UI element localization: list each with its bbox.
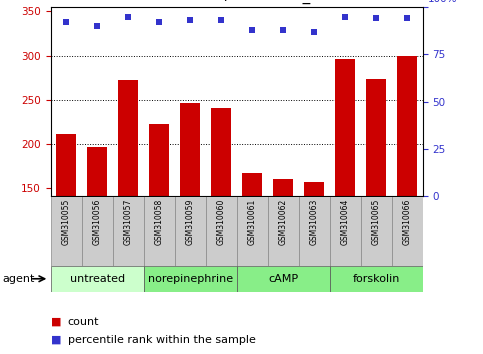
Text: GSM310064: GSM310064	[341, 199, 350, 245]
Text: agent: agent	[2, 274, 35, 284]
Bar	[237, 196, 268, 266]
Bar	[366, 79, 386, 196]
Text: GSM310057: GSM310057	[124, 199, 133, 245]
Bar	[113, 196, 144, 266]
Bar	[397, 56, 417, 196]
Text: GSM310058: GSM310058	[155, 199, 164, 245]
Bar	[329, 266, 423, 292]
Point	[279, 27, 287, 33]
Point	[217, 17, 225, 23]
Bar	[82, 196, 113, 266]
Bar	[144, 266, 237, 292]
Text: 100%: 100%	[428, 0, 458, 4]
Text: GSM310065: GSM310065	[371, 199, 381, 245]
Point	[403, 16, 411, 21]
Text: norepinephrine: norepinephrine	[148, 274, 233, 284]
Bar	[392, 196, 423, 266]
Bar	[237, 266, 330, 292]
Bar	[329, 196, 361, 266]
Text: count: count	[68, 317, 99, 327]
Bar	[298, 196, 329, 266]
Bar	[51, 196, 82, 266]
Bar	[335, 59, 355, 196]
Point	[156, 19, 163, 25]
Point	[186, 17, 194, 23]
Text: percentile rank within the sample: percentile rank within the sample	[68, 335, 256, 345]
Text: ■: ■	[51, 317, 61, 327]
Bar	[211, 108, 231, 196]
Text: cAMP: cAMP	[268, 274, 298, 284]
Title: GDS3702 / 1373461_at: GDS3702 / 1373461_at	[148, 0, 326, 4]
Bar	[175, 196, 206, 266]
Text: forskolin: forskolin	[353, 274, 400, 284]
Point	[341, 14, 349, 19]
Point	[124, 14, 132, 19]
Point	[310, 29, 318, 35]
Bar	[273, 179, 293, 196]
Text: GSM310059: GSM310059	[185, 199, 195, 245]
Bar	[87, 147, 107, 196]
Bar	[268, 196, 298, 266]
Bar	[304, 182, 324, 196]
Text: GSM310056: GSM310056	[93, 199, 102, 245]
Point	[372, 16, 380, 21]
Bar	[361, 196, 392, 266]
Bar	[51, 266, 144, 292]
Text: ■: ■	[51, 335, 61, 345]
Bar	[242, 173, 262, 196]
Point	[62, 19, 70, 25]
Text: GSM310066: GSM310066	[403, 199, 412, 245]
Text: GSM310062: GSM310062	[279, 199, 288, 245]
Bar	[180, 103, 200, 196]
Bar	[56, 134, 76, 196]
Text: GSM310055: GSM310055	[62, 199, 71, 245]
Bar	[144, 196, 175, 266]
Point	[93, 23, 101, 29]
Text: untreated: untreated	[70, 274, 125, 284]
Text: GSM310063: GSM310063	[310, 199, 319, 245]
Point	[248, 27, 256, 33]
Text: GSM310061: GSM310061	[248, 199, 256, 245]
Bar	[149, 124, 169, 196]
Text: GSM310060: GSM310060	[217, 199, 226, 245]
Bar	[118, 80, 138, 196]
Bar	[206, 196, 237, 266]
